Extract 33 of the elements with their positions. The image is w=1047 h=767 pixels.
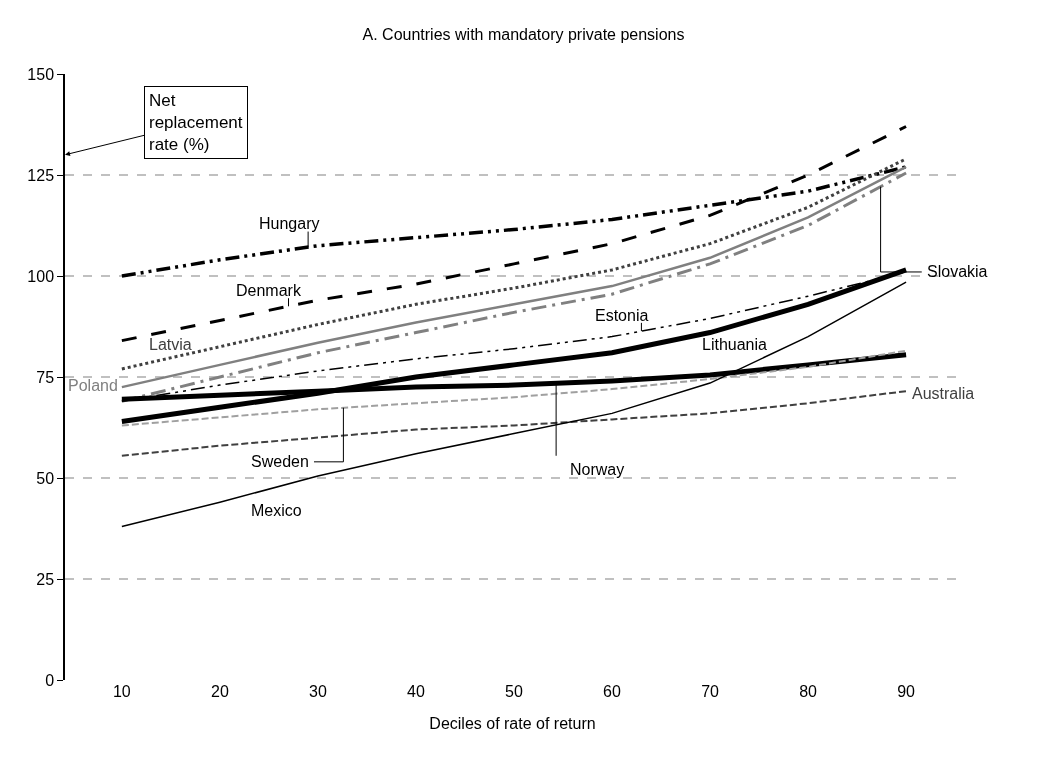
series-label: Hungary — [259, 215, 320, 232]
line-series — [120, 390, 908, 457]
y-tick-label: 150 — [27, 65, 55, 83]
line-series — [120, 349, 908, 427]
series-label: Denmark — [236, 282, 302, 299]
series-label: Poland — [68, 377, 118, 394]
x-tick-label: 50 — [505, 683, 523, 700]
text: Norway — [570, 461, 625, 478]
x-tick-label: 40 — [407, 683, 425, 700]
x-tick-label: 90 — [897, 683, 916, 700]
text: Sweden — [251, 453, 309, 470]
x-tick-label: 80 — [799, 683, 818, 700]
series-label: Australia — [912, 385, 975, 402]
y-tick-label: 125 — [27, 166, 55, 184]
x-tick-label: 10 — [112, 683, 131, 700]
line-series — [121, 281, 907, 528]
text: Slovakia — [927, 263, 988, 280]
y-tick-label: 25 — [36, 570, 55, 588]
y-tick-label: 50 — [36, 469, 55, 487]
x-tick-label: 60 — [603, 683, 621, 700]
y-tick-label: 0 — [45, 671, 55, 689]
y-tick-label: 100 — [27, 267, 55, 285]
y-tick-label: 75 — [36, 368, 55, 386]
y-axis-title: Net replacement rate (%) — [149, 91, 243, 155]
x-axis-title: Deciles of rate of return — [429, 714, 596, 732]
series-label: Latvia — [149, 336, 192, 353]
chart-title: A. Countries with mandatory private pensions — [362, 26, 685, 44]
series-label: Estonia — [595, 307, 649, 324]
x-tick-label: 20 — [210, 683, 229, 700]
series-label: Mexico — [251, 502, 302, 519]
x-tick-label: 30 — [309, 683, 327, 700]
x-tick-label: 70 — [701, 683, 720, 700]
series-label: Lithuania — [702, 336, 768, 353]
